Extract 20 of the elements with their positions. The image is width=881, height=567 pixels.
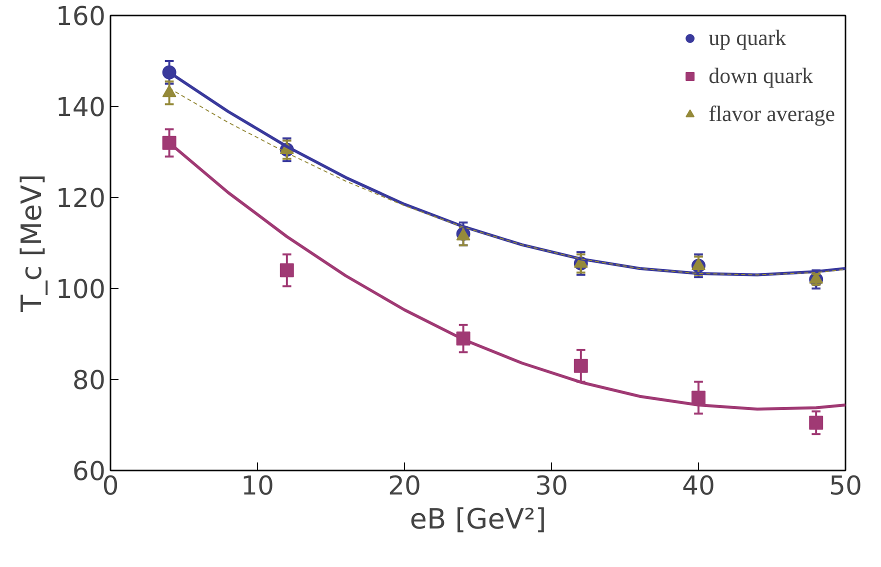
x-tick-label: 50 <box>828 472 862 502</box>
point <box>809 416 824 430</box>
y-tick-label: 120 <box>56 184 106 214</box>
point <box>162 84 176 98</box>
point <box>692 390 706 405</box>
legend-label: flavor average <box>708 101 835 127</box>
y-tick-label: 140 <box>56 93 106 123</box>
x-tick-label: 20 <box>388 472 422 502</box>
y-tick-label: 100 <box>56 275 106 305</box>
point <box>280 263 294 278</box>
y-axis-title: T_c [MeV] <box>14 174 48 313</box>
y-tick-label: 80 <box>72 366 106 396</box>
x-tick-label: 10 <box>240 472 274 502</box>
x-tick-label: 40 <box>682 472 716 502</box>
y-tick-label: 160 <box>56 2 106 32</box>
point <box>574 358 588 373</box>
legend-label: up quark <box>708 25 786 51</box>
x-tick-label: 30 <box>534 472 568 502</box>
x-axis-title: eB [GeV²] <box>410 502 546 536</box>
legend-label: down quark <box>708 63 814 89</box>
